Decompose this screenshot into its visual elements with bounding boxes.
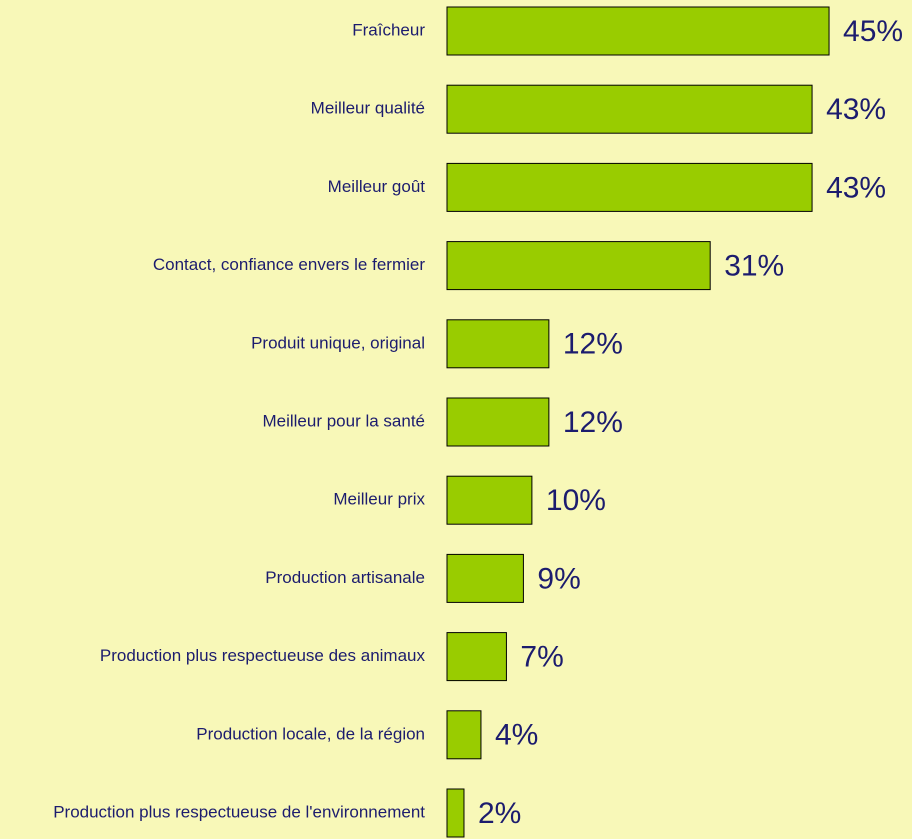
- value-label: 43%: [826, 171, 886, 204]
- category-label: Production plus respectueuse de l'enviro…: [53, 802, 425, 821]
- category-label: Meilleur prix: [333, 490, 425, 509]
- value-label: 45%: [843, 15, 903, 48]
- category-label: Meilleur goût: [328, 177, 426, 196]
- value-label: 7%: [520, 641, 563, 674]
- bar: [446, 162, 813, 212]
- bar: [446, 553, 524, 603]
- bar: [446, 632, 507, 682]
- value-label: 10%: [546, 484, 606, 517]
- bar: [446, 6, 830, 56]
- category-label: Meilleur qualité: [311, 99, 425, 118]
- bar: [446, 788, 465, 838]
- value-label: 43%: [826, 93, 886, 126]
- value-label: 9%: [537, 562, 580, 595]
- value-label: 12%: [563, 328, 623, 361]
- category-label: Produit unique, original: [251, 333, 425, 352]
- category-label: Production plus respectueuse des animaux: [100, 646, 426, 665]
- category-label: Contact, confiance envers le fermier: [153, 255, 425, 274]
- category-label: Fraîcheur: [352, 20, 425, 39]
- value-label: 4%: [495, 719, 538, 752]
- category-label: Production locale, de la région: [196, 724, 425, 743]
- category-label: Production artisanale: [265, 568, 425, 587]
- bar: [446, 475, 533, 525]
- value-label: 31%: [724, 250, 784, 283]
- bar: [446, 710, 482, 760]
- value-label: 12%: [563, 406, 623, 439]
- bar: [446, 241, 711, 291]
- category-label: Meilleur pour la santé: [262, 411, 425, 430]
- value-label: 2%: [478, 797, 521, 830]
- bar: [446, 319, 550, 369]
- bar: [446, 84, 813, 134]
- bar: [446, 397, 550, 447]
